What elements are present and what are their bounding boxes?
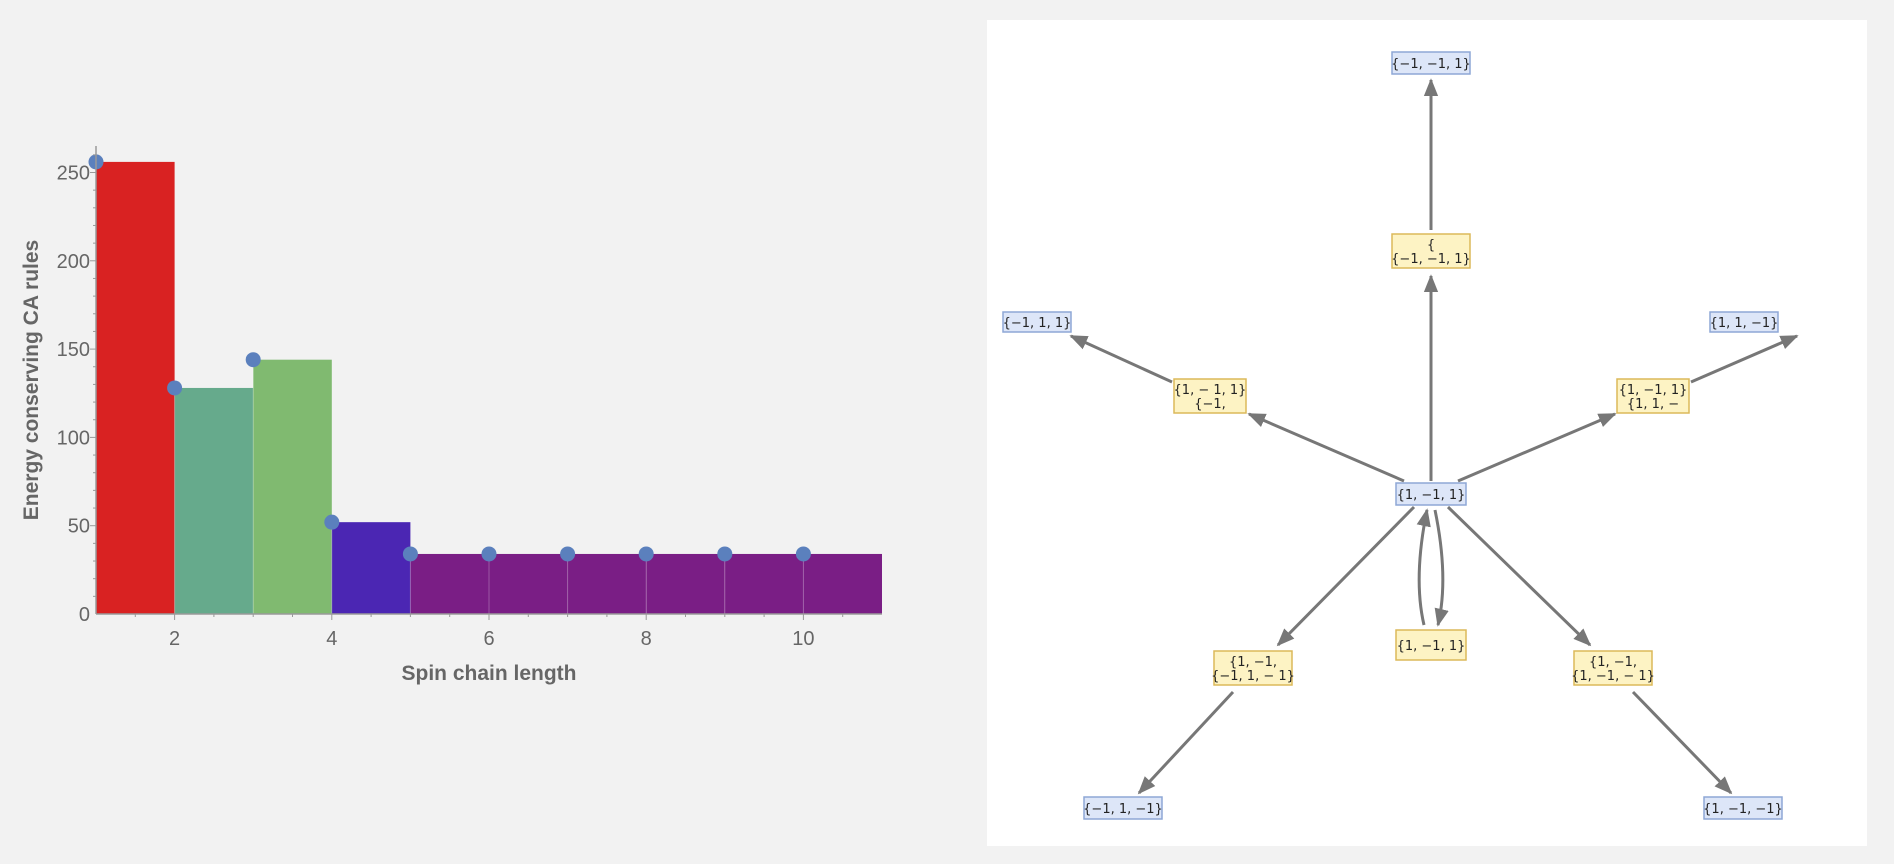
node-box — [1083, 796, 1163, 820]
x-tick-label: 6 — [483, 628, 494, 650]
bar-chart: 2 4 6 8 10 0 50 100 150 200 250 Spin chain length… — [20, 146, 882, 685]
data-point-3 — [245, 352, 261, 368]
node-box — [1213, 650, 1293, 686]
node-label: {−1, 1, − 1} — [1211, 669, 1295, 684]
node-label: { — [1427, 238, 1435, 253]
node-label: {1, −1, — [1229, 655, 1277, 670]
node-label: {−1, — [1194, 397, 1226, 412]
node-right-leaf: {1, 1, −1} — [1709, 311, 1779, 333]
node-label: {1, −1, — [1589, 655, 1637, 670]
bar-5 — [410, 553, 489, 614]
x-tick-label: 10 — [792, 628, 814, 650]
y-tick-label: 200 — [57, 251, 90, 273]
node-bl-mid: {1, −1,{−1, 1, − 1} — [1211, 650, 1295, 686]
y-tick-label: 0 — [79, 604, 90, 626]
node-label: {1, 1, − — [1627, 397, 1679, 412]
x-axis-label: Spin chain length — [401, 662, 576, 685]
node-box — [1173, 378, 1247, 414]
node-br-mid: {1, −1,{1, −1, − 1} — [1571, 650, 1655, 686]
node-box — [1002, 311, 1072, 333]
edge-center-to-br-mid — [1446, 505, 1592, 647]
node-label: {1, −1, 1} — [1619, 383, 1688, 398]
bar-9 — [724, 553, 804, 614]
bar-3 — [253, 359, 332, 614]
node-box — [1573, 650, 1653, 686]
bar-6 — [489, 553, 568, 614]
node-label: {−1, 1, −1} — [1083, 802, 1163, 817]
node-label: {1, −1, − 1} — [1571, 669, 1655, 684]
graph-edges — [1069, 78, 1799, 795]
edge-center-to-right-mid — [1457, 412, 1617, 483]
edge-center-to-left-mid — [1247, 412, 1405, 483]
node-center: {1, −1, 1} — [1395, 482, 1467, 506]
data-point-5 — [402, 546, 418, 562]
node-box — [1395, 629, 1467, 661]
node-box — [1703, 796, 1783, 820]
data-points — [88, 154, 811, 562]
node-left-leaf: {−1, 1, 1} — [1002, 311, 1072, 333]
node-label: {−1, 1, 1} — [1003, 316, 1072, 331]
node-label: {1, −1, 1} — [1397, 488, 1466, 503]
node-left-mid: {1, − 1, 1}{−1, — [1173, 378, 1247, 414]
y-axis-label: Energy conserving CA rules — [20, 240, 43, 520]
node-box — [1391, 51, 1471, 75]
x-ticks: 2 4 6 8 10 — [134, 614, 844, 650]
data-point-6 — [481, 546, 497, 562]
node-box — [1616, 378, 1690, 414]
data-point-2 — [167, 380, 183, 396]
edge-center-to-bottom-mid — [1433, 509, 1449, 627]
graph-panel — [987, 20, 1867, 846]
y-tick-label: 250 — [57, 162, 90, 184]
bar-7 — [567, 553, 647, 614]
node-label: {1, −1, −1} — [1703, 802, 1783, 817]
bars — [96, 161, 882, 614]
edge-br-mid-to-br-leaf — [1631, 690, 1733, 795]
edge-left-mid-to-left-leaf — [1069, 334, 1173, 384]
node-label: {1, − 1, 1} — [1174, 383, 1247, 398]
node-top-leaf: {−1, −1, 1} — [1391, 51, 1471, 75]
data-point-10 — [795, 546, 811, 562]
data-point-4 — [324, 514, 340, 530]
edge-bottom-mid-to-center — [1416, 508, 1431, 626]
bar-10 — [803, 553, 882, 614]
node-label: {1, −1, 1} — [1397, 639, 1466, 654]
node-box — [1395, 482, 1467, 506]
edge-center-to-bl-mid — [1276, 505, 1416, 647]
node-bottom-mid: {1, −1, 1} — [1395, 629, 1467, 661]
node-label: {−1, −1, 1} — [1391, 57, 1471, 72]
bar-2 — [174, 387, 254, 614]
data-point-9 — [717, 546, 733, 562]
node-label: {−1, −1, 1} — [1391, 252, 1471, 267]
graph-nodes: {1, −1, 1}{−1, −1, 1}{{−1, −1, 1}{−1, 1,… — [1002, 51, 1783, 820]
bar-dividers — [174, 359, 804, 614]
edge-right-mid-to-right-leaf — [1690, 334, 1799, 384]
node-br-leaf: {1, −1, −1} — [1703, 796, 1783, 820]
bar-1 — [96, 161, 175, 614]
node-label: {1, 1, −1} — [1710, 316, 1779, 331]
data-point-8 — [638, 546, 654, 562]
x-tick-label: 2 — [169, 628, 180, 650]
bar-8 — [646, 553, 725, 614]
x-tick-label: 8 — [641, 628, 652, 650]
y-tick-label: 50 — [68, 516, 90, 538]
state-graph: {1, −1, 1}{−1, −1, 1}{{−1, −1, 1}{−1, 1,… — [1002, 51, 1799, 820]
node-box — [1391, 233, 1471, 269]
node-right-mid: {1, −1, 1}{1, 1, − — [1616, 378, 1690, 414]
node-box — [1709, 311, 1779, 333]
node-bl-leaf: {−1, 1, −1} — [1083, 796, 1163, 820]
edge-bl-mid-to-bl-leaf — [1137, 690, 1235, 795]
y-tick-label: 100 — [57, 427, 90, 449]
y-tick-label: 150 — [57, 339, 90, 361]
bar-4 — [331, 522, 411, 614]
x-tick-label: 4 — [326, 628, 337, 650]
node-top-mid: {{−1, −1, 1} — [1391, 233, 1471, 269]
data-point-7 — [560, 546, 576, 562]
y-ticks: 0 50 100 150 200 250 — [57, 154, 96, 626]
